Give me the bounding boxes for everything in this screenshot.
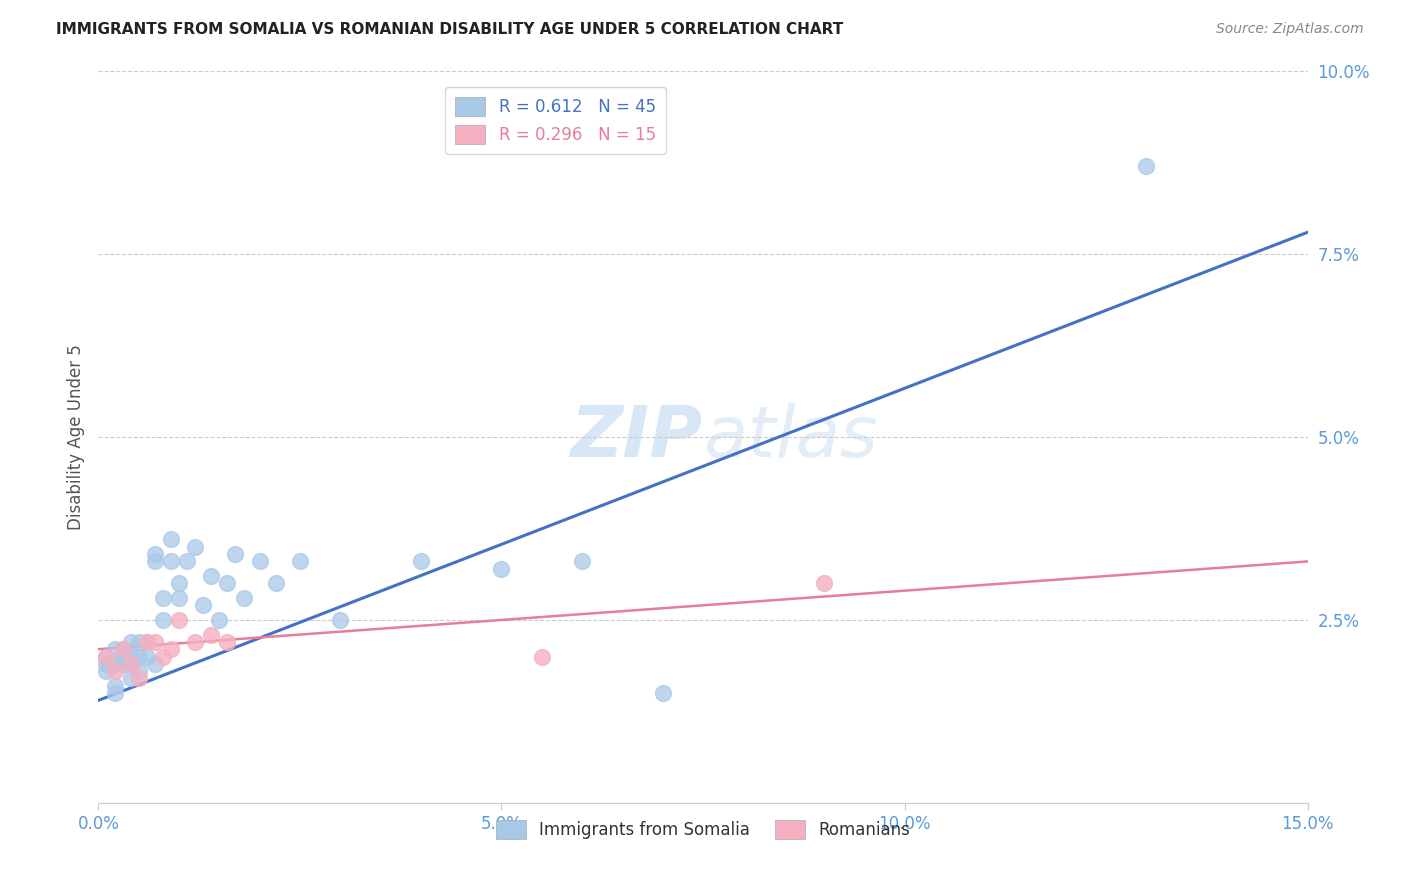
Text: Source: ZipAtlas.com: Source: ZipAtlas.com xyxy=(1216,22,1364,37)
Point xyxy=(120,672,142,686)
Point xyxy=(143,657,166,671)
Point xyxy=(96,649,118,664)
Point xyxy=(176,554,198,568)
Point xyxy=(103,686,125,700)
Legend: Immigrants from Somalia, Romanians: Immigrants from Somalia, Romanians xyxy=(489,814,917,846)
Y-axis label: Disability Age Under 5: Disability Age Under 5 xyxy=(66,344,84,530)
Text: ZIP: ZIP xyxy=(571,402,703,472)
Text: atlas: atlas xyxy=(703,402,877,472)
Point xyxy=(111,642,134,657)
Point xyxy=(167,613,190,627)
Point xyxy=(103,664,125,678)
Point xyxy=(152,591,174,605)
Point xyxy=(111,649,134,664)
Point xyxy=(143,554,166,568)
Point xyxy=(491,562,513,576)
Point xyxy=(200,569,222,583)
Point xyxy=(103,657,125,671)
Point xyxy=(96,657,118,671)
Point xyxy=(160,554,183,568)
Point xyxy=(160,533,183,547)
Point xyxy=(1135,160,1157,174)
Point xyxy=(409,554,432,568)
Point xyxy=(217,635,239,649)
Point xyxy=(111,642,134,657)
Point xyxy=(571,554,593,568)
Point xyxy=(128,635,150,649)
Point xyxy=(167,591,190,605)
Point xyxy=(264,576,287,591)
Point xyxy=(193,599,215,613)
Point xyxy=(152,613,174,627)
Point xyxy=(143,635,166,649)
Point xyxy=(813,576,835,591)
Point xyxy=(651,686,673,700)
Point xyxy=(143,547,166,561)
Point xyxy=(128,664,150,678)
Point xyxy=(232,591,254,605)
Point xyxy=(111,657,134,671)
Point xyxy=(329,613,352,627)
Point xyxy=(120,657,142,671)
Point xyxy=(96,649,118,664)
Point xyxy=(249,554,271,568)
Point xyxy=(120,657,142,671)
Point xyxy=(200,627,222,641)
Text: IMMIGRANTS FROM SOMALIA VS ROMANIAN DISABILITY AGE UNDER 5 CORRELATION CHART: IMMIGRANTS FROM SOMALIA VS ROMANIAN DISA… xyxy=(56,22,844,37)
Point xyxy=(160,642,183,657)
Point xyxy=(217,576,239,591)
Point xyxy=(120,649,142,664)
Point xyxy=(135,649,157,664)
Point xyxy=(128,672,150,686)
Point xyxy=(96,664,118,678)
Point xyxy=(120,635,142,649)
Point xyxy=(208,613,231,627)
Point xyxy=(103,679,125,693)
Point xyxy=(167,576,190,591)
Point xyxy=(288,554,311,568)
Point xyxy=(184,540,207,554)
Point xyxy=(530,649,553,664)
Point xyxy=(184,635,207,649)
Point xyxy=(135,635,157,649)
Point xyxy=(224,547,246,561)
Point xyxy=(135,635,157,649)
Point xyxy=(152,649,174,664)
Point xyxy=(103,642,125,657)
Point xyxy=(128,649,150,664)
